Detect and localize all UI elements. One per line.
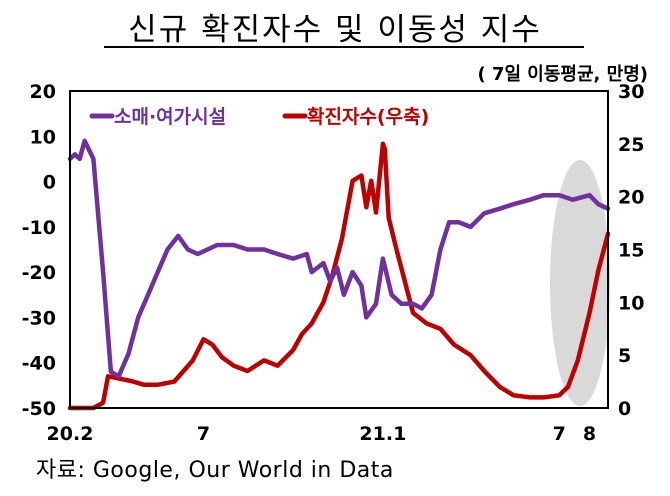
left-tick-label: 10 [30,126,56,148]
left-tick-label: -30 [22,307,56,329]
x-tick-label: 7 [197,423,210,445]
left-tick-label: 20 [30,81,56,103]
right-tick-label: 30 [618,81,644,103]
right-tick-label: 5 [618,345,631,367]
x-axis-ticks: 20.2 7 21.1 7 8 [47,423,597,445]
series-layer [67,138,611,411]
title-underline [104,46,584,48]
left-tick-label: -20 [22,262,56,284]
legend-label-mobility: 소매·여가시설 [114,106,226,128]
plot-frame [69,90,609,409]
right-tick-label: 10 [618,292,644,314]
chart-title: 신규 확진자수 및 이동성 지수 [128,12,542,48]
right-tick-label: 25 [618,134,644,156]
left-axis-ticks: 20 10 0 -10 -20 -30 -40 -50 [22,81,56,420]
x-tick-label: 7 [553,423,566,445]
right-axis-ticks: 30 25 20 15 10 5 0 [618,81,644,420]
x-tick-label: 8 [583,423,596,445]
series-line-mobility [67,138,611,379]
x-tick-label: 20.2 [47,423,94,445]
source-note: 자료: Google, Our World in Data [36,458,394,483]
left-tick-label: -50 [22,398,56,420]
legend-label-cases: 확진자수(우축) [307,105,429,128]
right-tick-label: 20 [618,187,644,209]
left-tick-label: -40 [22,353,56,375]
left-tick-label: -10 [22,217,56,239]
recent-period-highlight [550,160,610,406]
unit-note: ( 7일 이동평균, 만명) [477,64,648,85]
series-line-cases [67,141,611,411]
right-tick-label: 15 [618,240,644,262]
right-tick-label: 0 [618,398,631,420]
legend: 소매·여가시설 확진자수(우축) [89,105,429,128]
x-tick-label: 21.1 [359,423,406,445]
left-tick-label: 0 [43,172,56,194]
